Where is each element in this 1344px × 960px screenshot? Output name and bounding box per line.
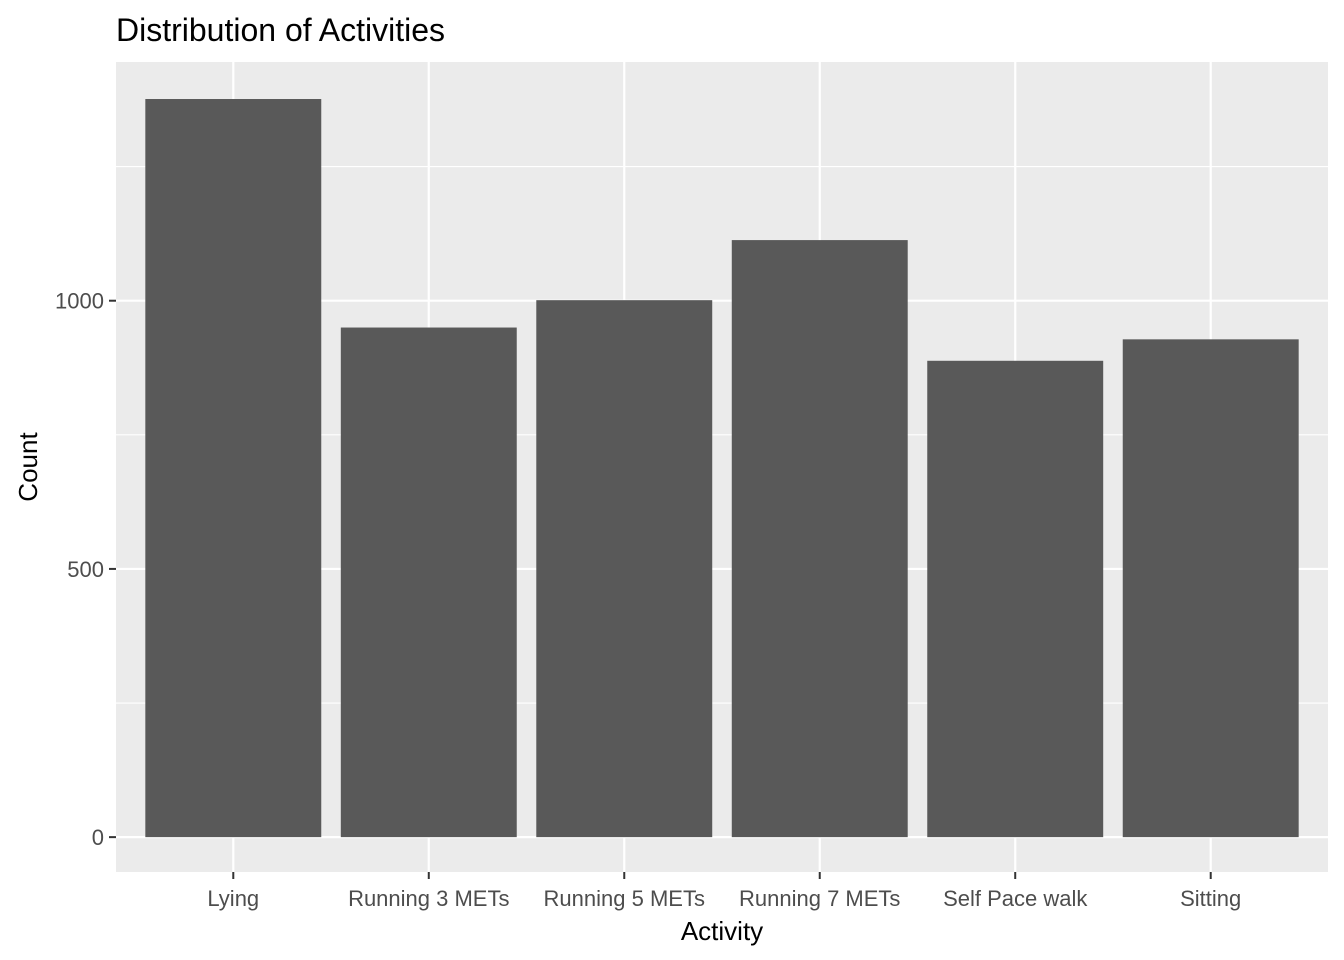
bar-lying [145,99,322,838]
x-tick-label: Running 3 METs [348,886,509,911]
y-axis-title: Count [13,432,43,502]
y-axis: 0 500 1000 [55,289,116,850]
bars [145,99,1299,838]
y-tick-label: 500 [67,557,104,582]
x-axis: Lying Running 3 METs Running 5 METs Running… [207,872,1241,911]
y-tick-label: 1000 [55,289,104,314]
bar-self-pace-walk [927,360,1104,838]
x-tick-label: Lying [207,886,259,911]
x-axis-title: Activity [681,916,763,946]
x-tick-label: Self Pace walk [943,886,1088,911]
x-tick-label: Running 7 METs [739,886,900,911]
bar-running-7-mets [731,240,908,838]
bar-running-5-mets [536,300,713,838]
x-tick-label: Running 5 METs [544,886,705,911]
y-tick-label: 0 [92,825,104,850]
bar-running-3-mets [340,327,517,838]
x-tick-label: Sitting [1180,886,1241,911]
bar-sitting [1122,339,1299,838]
chart-title: Distribution of Activities [116,12,445,48]
